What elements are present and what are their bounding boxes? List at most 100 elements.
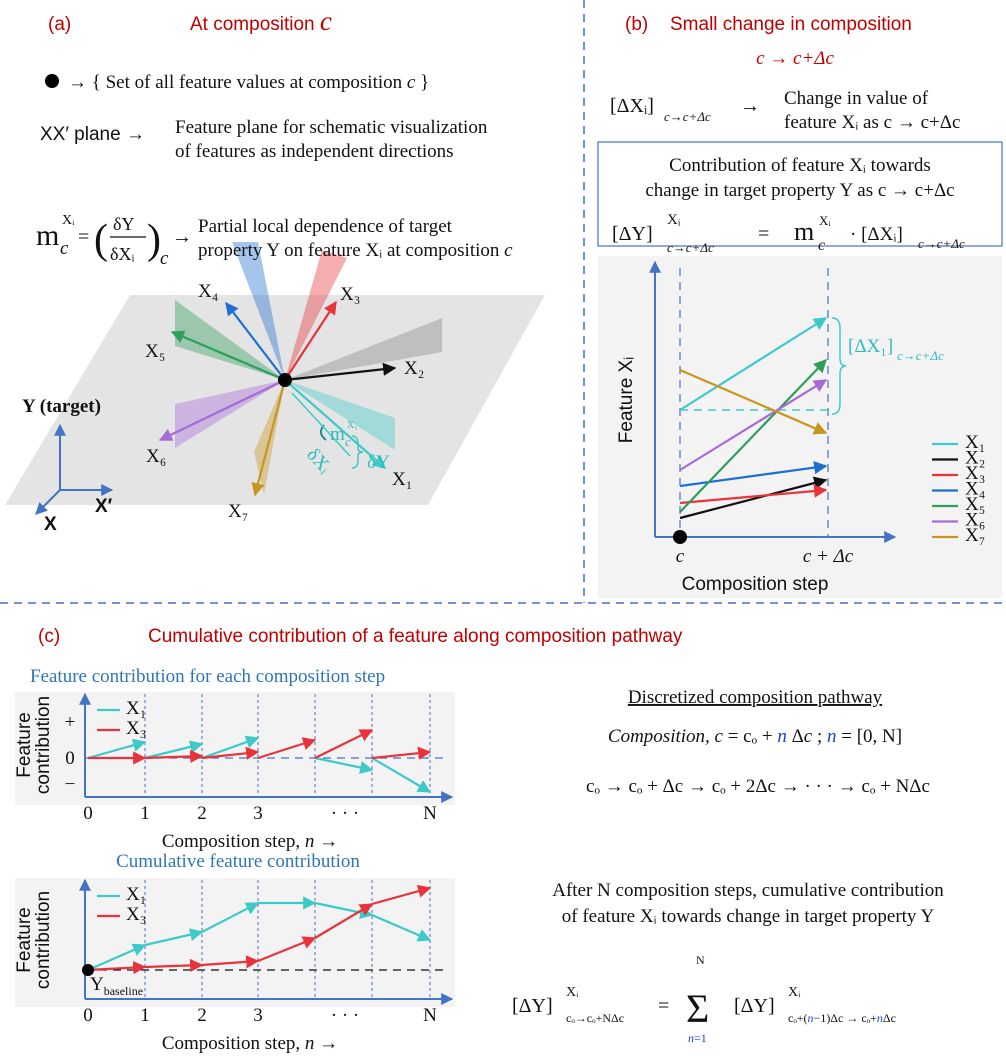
text-run: n: [827, 726, 837, 747]
text-run: m: [330, 424, 345, 445]
chart-bg: [15, 692, 455, 805]
feature-label: X₇: [228, 501, 248, 522]
change-desc: Change in value of: [784, 88, 929, 109]
feature-label: X₆: [146, 446, 166, 467]
text-run: ;: [812, 726, 827, 747]
y-tick-label: 0: [65, 748, 75, 769]
text-run: =: [658, 995, 669, 1017]
text-run: }: [415, 72, 429, 93]
text-run: [ΔY]: [612, 223, 653, 245]
text-run: =: [758, 223, 769, 245]
baseline-label-part: Y: [90, 974, 104, 995]
dot: [45, 74, 59, 88]
panel-title: At composition c: [190, 6, 332, 36]
text-run: (: [94, 217, 108, 263]
text-run: property Y on feature Xᵢ at composition: [198, 240, 504, 261]
axis-label: Composition step: [682, 574, 829, 595]
feature-label: X₄: [198, 281, 218, 302]
baseline-label-part: baseline: [104, 984, 143, 998]
text-run: N: [696, 953, 705, 967]
text-run: c→c+Δc: [897, 348, 944, 363]
axis-label-part: →: [314, 831, 338, 852]
feature-label: X₁: [392, 469, 412, 490]
text-run: c→c+Δc: [664, 109, 711, 124]
box-text: Contribution of feature Xᵢ towards: [669, 155, 931, 176]
pathway-composition: Composition, c = cₒ + n Δc ; n = [0, N]: [608, 726, 902, 747]
legend-label: X₁: [126, 698, 146, 719]
text-run: δY: [113, 214, 134, 234]
text-run: At composition: [190, 14, 320, 35]
legend-label: X₃: [126, 904, 146, 925]
axis-label: Y (target): [22, 396, 101, 417]
x-tick-label: 3: [253, 1005, 263, 1026]
text-run: → { Set of all feature values at composi…: [68, 72, 407, 93]
legend: X₁X₂X₃X₄X₅X₆X₇: [965, 432, 985, 546]
axis-label-part: n: [305, 831, 315, 852]
axis-label: Feature: [14, 907, 35, 972]
legend-label: X₁: [126, 884, 146, 905]
axis-label: Feature: [14, 712, 35, 777]
x-tick-label: c + Δc: [803, 546, 854, 567]
axis-label: contribution: [33, 891, 54, 989]
x-tick-label: 1: [140, 1005, 150, 1026]
change-formula: [ΔXᵢ]c→c+Δc→: [610, 95, 760, 124]
axis-label: Composition step, n →: [162, 1033, 338, 1054]
pathway-title: Discretized composition pathway: [628, 687, 883, 708]
axis-label-part: Composition step,: [162, 1033, 305, 1054]
text-run: [ΔY]: [734, 995, 775, 1017]
text-run: c: [345, 434, 351, 449]
text-run: c→c+Δc: [918, 236, 965, 251]
change-desc: feature Xᵢ as c → c+Δc: [784, 112, 960, 133]
text-run: Composition, c: [608, 726, 724, 747]
x-tick-label: 0: [83, 1005, 93, 1026]
x-tick-label: N: [423, 803, 437, 824]
text-run: [ΔX₁]: [848, 336, 893, 357]
text-run: Δ: [787, 726, 804, 747]
text-run: Xᵢ: [819, 213, 831, 228]
text-run: c: [60, 238, 69, 259]
x-tick-label: · · ·: [331, 1005, 359, 1026]
text-run: m: [794, 217, 814, 246]
axis-label-part: →: [314, 1033, 338, 1054]
panel-title: Small change in composition: [670, 14, 912, 35]
axis-label: X′: [95, 496, 113, 517]
text-run: = [0, N]: [837, 726, 903, 747]
text-run: →: [172, 226, 192, 248]
text-run: c: [320, 6, 332, 36]
text-run: Xᵢ: [62, 213, 75, 228]
dependence-formula: mXᵢc=(δYδXᵢ)c→: [36, 213, 192, 269]
x-tick-label: 0: [83, 803, 93, 824]
axis-label: contribution: [33, 696, 54, 794]
x-tick-label: 2: [197, 803, 207, 824]
panel-title: Cumulative contribution of a feature alo…: [148, 626, 683, 647]
plane-desc: of features as independent directions: [175, 141, 454, 162]
y-tick-label: +: [65, 712, 76, 733]
text-run: =: [78, 226, 89, 248]
text-run: cₒ→cₒ+NΔc: [566, 1011, 624, 1025]
axis-label: X: [44, 514, 57, 535]
text-run: · [ΔXᵢ]: [850, 224, 903, 245]
dependence-desc: property Y on feature Xᵢ at composition …: [198, 240, 513, 261]
text-run: Xᵢ: [667, 212, 681, 228]
x-tick-label: 3: [253, 803, 263, 824]
box-formula: [ΔY]Xᵢc→c+Δc=mXᵢc· [ΔXᵢ]c→c+Δc: [612, 212, 965, 255]
legend-label: X₃: [126, 718, 146, 739]
text-run: →: [740, 95, 760, 117]
text-run: Δc: [883, 1011, 896, 1025]
axis-label-part: n: [305, 1033, 315, 1054]
axis-label-part: Composition step,: [162, 831, 305, 852]
text-run: X₁: [347, 420, 358, 431]
dependence-desc: Partial local dependence of target: [198, 216, 453, 237]
text-run: Xᵢ: [566, 985, 579, 1000]
panel-subtitle: c → c+Δc: [756, 48, 834, 69]
cumulative-text: After N composition steps, cumulative co…: [552, 880, 944, 901]
text-run: δXᵢ: [110, 244, 134, 264]
feature-label: X₃: [340, 284, 360, 305]
chart-title: Feature contribution for each compositio…: [30, 666, 385, 687]
x-tick-label: 1: [140, 803, 150, 824]
composition-dot: [673, 530, 687, 544]
cumulative-text: of feature Xᵢ towards change in target p…: [562, 906, 935, 927]
text-run: c: [504, 240, 513, 261]
text-run: m: [36, 219, 59, 252]
